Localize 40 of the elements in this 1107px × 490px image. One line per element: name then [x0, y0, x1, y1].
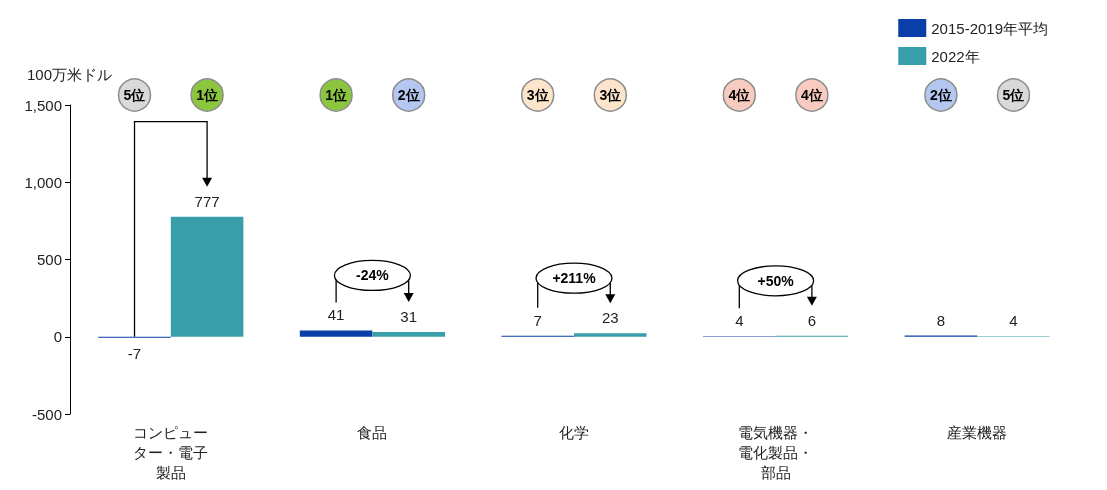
y-axis-title: 100万米ドル	[27, 66, 113, 83]
data-label: 6	[807, 311, 817, 329]
x-tick-label: 電気機器・電化製品・部品	[738, 423, 814, 481]
annotation: -24%	[356, 267, 390, 284]
x-tick-label: コンピューター・電子製品	[133, 423, 209, 481]
annotation: +211%	[552, 270, 597, 287]
text: 5位	[1002, 87, 1025, 103]
y-tick-label: 1,000	[24, 173, 62, 191]
data-label: 7	[533, 311, 542, 329]
text: 4位	[800, 87, 823, 103]
text: 3位	[599, 87, 622, 103]
x-tick-label: 食品	[357, 423, 388, 441]
bar	[574, 333, 647, 337]
y-tick-label: 0	[53, 328, 62, 346]
data-label: 8	[936, 311, 946, 329]
legend-label: 2022年	[931, 47, 980, 65]
text: 1位	[196, 87, 218, 103]
bar	[299, 330, 373, 337]
data-label: 4	[1009, 312, 1018, 330]
text: 3位	[526, 87, 549, 103]
data-label: 777	[194, 192, 220, 210]
y-tick-label: -500	[31, 405, 62, 423]
legend-label: 2015-2019年平均	[931, 19, 1048, 37]
annotation: +50%	[757, 272, 795, 289]
data-label: 4	[735, 312, 744, 330]
y-tick-label: 500	[36, 251, 62, 268]
data-label: 23	[601, 309, 619, 327]
text: 5位	[123, 87, 146, 103]
bar	[170, 216, 244, 337]
text: 2位	[930, 87, 952, 103]
text: 2位	[397, 87, 420, 103]
text: 4位	[728, 87, 751, 103]
data-label: 41	[327, 306, 345, 324]
x-tick-label: 産業機器	[947, 423, 1008, 441]
data-label: 31	[400, 307, 418, 325]
bar	[372, 331, 445, 337]
data-label: -7	[127, 344, 142, 362]
x-tick-label: 化学	[559, 423, 589, 441]
y-tick-label: 1,500	[24, 96, 62, 114]
text: 1位	[325, 87, 348, 103]
